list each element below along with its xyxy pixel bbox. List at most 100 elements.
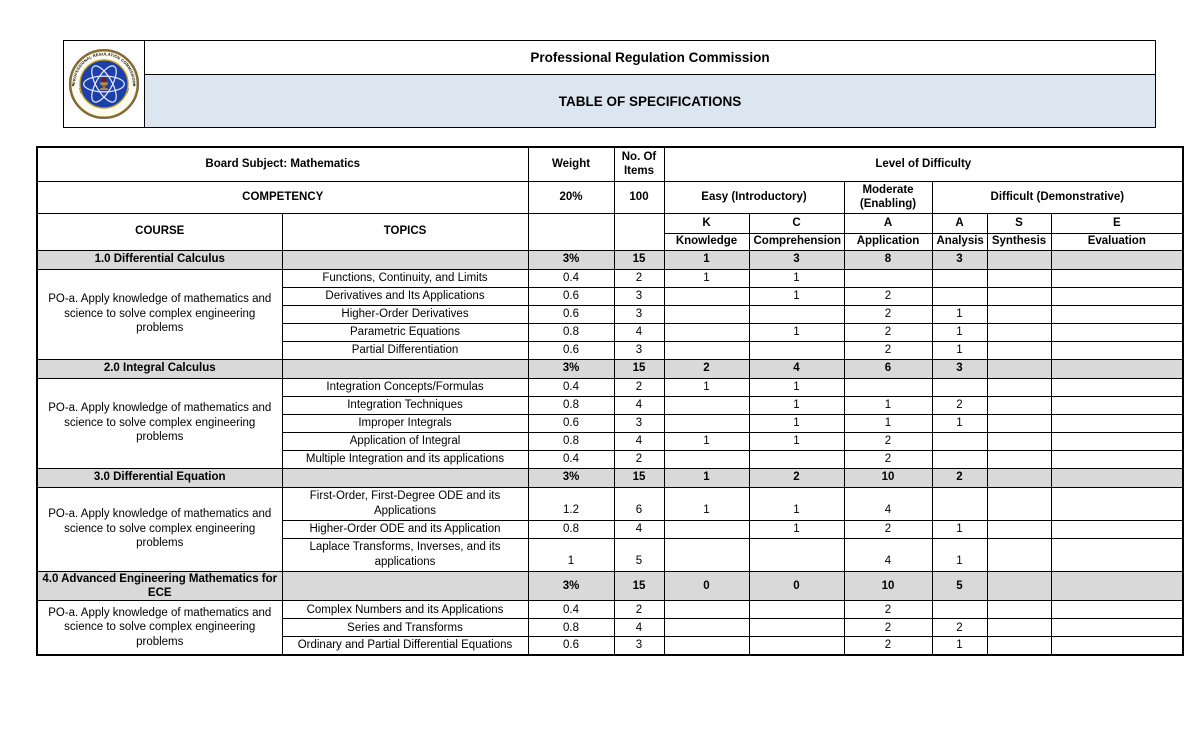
topic-level-e-cell	[1050, 449, 1184, 469]
topic-level-c-cell	[748, 537, 845, 572]
topic-name-cell: Higher-Order Derivatives	[281, 304, 529, 324]
section-level-s-cell	[986, 358, 1052, 379]
topic-row: Higher-Order ODE and its Application 0.8 4…	[37, 519, 1184, 539]
section-title-cell: 3.0 Differential Equation	[36, 467, 283, 488]
topic-level-an-cell: 1	[931, 340, 988, 360]
topic-level-k-cell	[663, 537, 750, 572]
topic-level-e-cell	[1050, 286, 1184, 306]
section-level-k-cell: 1	[663, 249, 750, 270]
topic-level-c-cell: 1	[748, 395, 845, 415]
topic-level-a-cell: 2	[843, 618, 933, 638]
topic-level-s-cell	[986, 340, 1052, 360]
section-level-c-cell: 0	[748, 570, 845, 602]
topic-level-an-cell	[931, 449, 988, 469]
topic-level-an-cell: 1	[931, 304, 988, 324]
topic-level-s-cell	[986, 431, 1052, 451]
topic-level-k-cell	[663, 340, 750, 360]
svg-text:★: ★	[132, 82, 137, 87]
level-name-synthesis-cell: Synthesis	[986, 232, 1052, 251]
section-level-a-cell: 10	[843, 570, 933, 602]
topic-level-c-cell: 1	[748, 377, 845, 397]
competency-cell: COMPETENCY	[36, 180, 529, 214]
topic-level-a-cell: 2	[843, 519, 933, 539]
section-level-a-cell: 10	[843, 467, 933, 488]
topic-row: PO-a. Apply knowledge of mathematics and…	[36, 377, 1184, 469]
topic-level-k-cell: 1	[663, 268, 750, 288]
difficult-header-cell: Difficult (Demonstrative)	[931, 180, 1184, 214]
topic-weight-cell: 0.4	[527, 268, 615, 288]
topic-level-an-cell	[931, 286, 988, 306]
topic-level-an-cell	[931, 486, 988, 521]
section-level-k-cell: 1	[663, 467, 750, 488]
topic-weight-cell: 0.8	[527, 519, 615, 539]
topic-weight-cell: 0.6	[527, 340, 615, 360]
topic-level-k-cell	[663, 304, 750, 324]
section-weight-cell: 3%	[527, 358, 615, 379]
topic-level-a-cell: 2	[843, 449, 933, 469]
topic-level-a-cell: 4	[843, 537, 933, 572]
topic-level-an-cell: 1	[931, 413, 988, 433]
topic-level-c-cell	[748, 636, 845, 656]
topic-level-k-cell	[663, 413, 750, 433]
topic-level-k-cell	[663, 286, 750, 306]
topic-level-s-cell	[986, 377, 1052, 397]
topic-name-cell: Ordinary and Partial Differential Equati…	[281, 636, 529, 656]
section-title-cell: 2.0 Integral Calculus	[36, 358, 283, 379]
topic-level-c-cell: 1	[748, 322, 845, 342]
topic-weight-cell: 0.8	[527, 322, 615, 342]
topic-level-e-cell	[1050, 322, 1184, 342]
topic-items-cell: 3	[613, 340, 665, 360]
topic-level-c-cell	[748, 304, 845, 324]
topic-level-e-cell	[1050, 304, 1184, 324]
topic-level-e-cell	[1050, 618, 1184, 638]
level-name-comprehension-cell: Comprehension	[748, 232, 845, 251]
weight-spacer-cell	[527, 212, 615, 251]
topic-weight-cell: 1	[527, 537, 615, 572]
topic-name-cell: Functions, Continuity, and Limits	[281, 268, 529, 288]
topic-items-cell: 4	[613, 618, 665, 638]
section-header-row: 1.0 Differential Calculus 3% 15 1 3 8 3	[36, 249, 1184, 270]
topic-level-k-cell	[663, 600, 750, 620]
topic-level-e-cell	[1050, 268, 1184, 288]
section-topics-spacer-cell	[281, 358, 529, 379]
topic-level-c-cell	[748, 449, 845, 469]
topic-level-e-cell	[1050, 413, 1184, 433]
total-items-cell: 100	[613, 180, 665, 214]
topic-level-k-cell	[663, 618, 750, 638]
topic-level-k-cell: 1	[663, 431, 750, 451]
topic-weight-cell: 0.6	[527, 413, 615, 433]
topic-level-e-cell	[1050, 636, 1184, 656]
topic-level-an-cell: 1	[931, 519, 988, 539]
section-level-e-cell	[1050, 358, 1184, 379]
topic-level-s-cell	[986, 322, 1052, 342]
topic-level-s-cell	[986, 304, 1052, 324]
topic-weight-cell: 1.2	[527, 486, 615, 521]
section-level-an-cell: 3	[931, 358, 988, 379]
topic-level-an-cell: 1	[931, 636, 988, 656]
topic-items-cell: 2	[613, 449, 665, 469]
difficulty-header-cell: Level of Difficulty	[663, 146, 1184, 182]
topic-row: PO-a. Apply knowledge of mathematics and…	[36, 486, 1184, 572]
section-level-s-cell	[986, 249, 1052, 270]
section-header-row: 4.0 Advanced Engineering Mathematics for…	[36, 570, 1184, 602]
topic-weight-cell: 0.6	[527, 304, 615, 324]
po-statement-cell: PO-a. Apply knowledge of mathematics and…	[36, 377, 283, 469]
topic-level-c-cell: 1	[748, 431, 845, 451]
topic-level-c-cell	[748, 600, 845, 620]
topic-weight-cell: 0.8	[527, 431, 615, 451]
topic-name-cell: First-Order, First-Degree ODE and its Ap…	[281, 486, 529, 521]
section-level-an-cell: 3	[931, 249, 988, 270]
topic-level-c-cell	[748, 618, 845, 638]
section-items-cell: 15	[613, 570, 665, 602]
po-statement-cell: PO-a. Apply knowledge of mathematics and…	[36, 268, 283, 360]
section-level-a-cell: 6	[843, 358, 933, 379]
topic-name-cell: Parametric Equations	[281, 322, 529, 342]
topic-name-cell: Multiple Integration and its application…	[281, 449, 529, 469]
topic-level-c-cell: 1	[748, 268, 845, 288]
table-of-specifications: Board Subject: Mathematics Weight No. Of…	[36, 146, 1185, 656]
topic-items-cell: 4	[613, 322, 665, 342]
topic-level-a-cell: 2	[843, 340, 933, 360]
section-level-e-cell	[1050, 570, 1184, 602]
po-statement-cell: PO-a. Apply knowledge of mathematics and…	[36, 600, 283, 656]
topic-level-s-cell	[986, 618, 1052, 638]
